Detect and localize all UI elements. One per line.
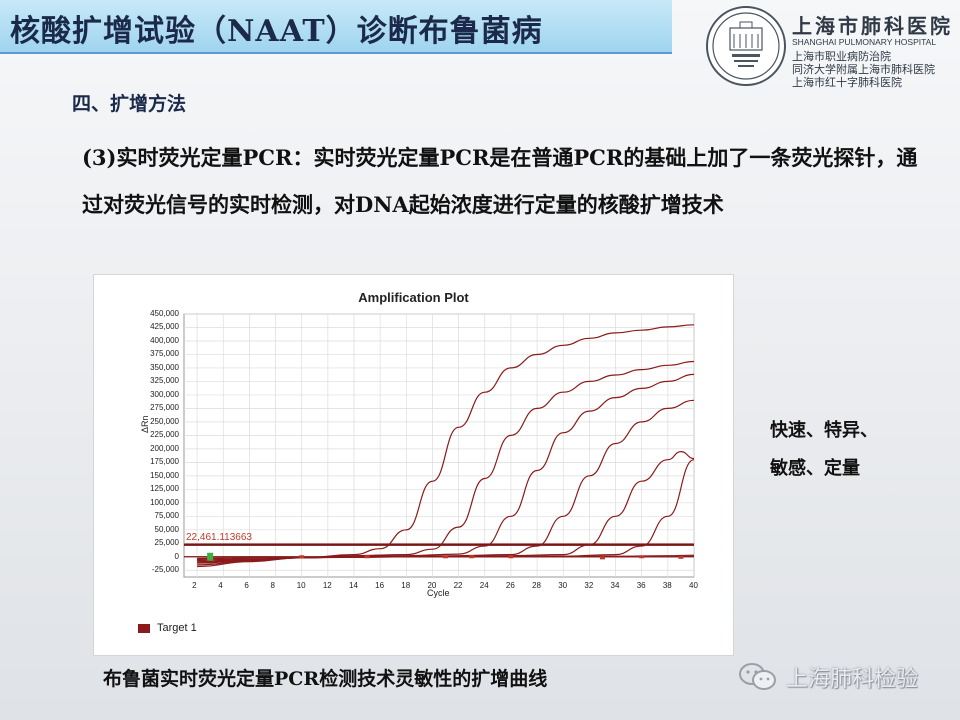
y-tick-label: 400,000 (150, 335, 179, 345)
side-note-line-2: 敏感、定量 (770, 458, 860, 479)
x-tick-label: 22 (453, 581, 463, 590)
x-tick-label: 4 (218, 581, 223, 590)
x-tick-label: 30 (558, 581, 568, 590)
title-bar: 核酸扩增试验（NAAT）诊断布鲁菌病 (0, 0, 672, 54)
x-tick-label: 20 (427, 581, 437, 590)
x-tick-label: 10 (296, 581, 306, 590)
y-tick-label: 25,000 (154, 538, 179, 548)
slide-title: 核酸扩增试验（NAAT）诊断布鲁菌病 (10, 14, 543, 49)
baseline-marker (599, 556, 605, 560)
y-tick-label: 150,000 (150, 470, 179, 480)
x-tick-label: 24 (479, 581, 489, 590)
section-heading: 四、扩增方法 (72, 93, 187, 115)
x-tick-label: 34 (610, 581, 620, 590)
y-tick-label: 175,000 (150, 457, 179, 467)
y-tick-label: 450,000 (150, 309, 179, 318)
x-tick-label: 32 (584, 581, 594, 590)
y-tick-label: 250,000 (150, 416, 179, 426)
x-tick-label: 36 (636, 581, 646, 590)
x-tick-label: 38 (662, 581, 672, 590)
hospital-seal-icon (706, 6, 786, 86)
x-tick-label: 26 (505, 581, 515, 590)
hospital-name-cn: 上海市肺科医院 (792, 14, 953, 38)
x-tick-label: 8 (270, 581, 275, 590)
hospital-alias-3: 上海市红十字肺科医院 (792, 76, 902, 89)
baseline-marker (639, 555, 645, 559)
x-tick-label: 28 (532, 581, 541, 590)
plot-area (183, 313, 695, 578)
amplification-curve-1 (197, 324, 695, 568)
amplification-curve-8 (197, 555, 695, 559)
baseline-marker (443, 555, 449, 559)
y-tick-label: 425,000 (150, 322, 179, 332)
y-tick-label: 200,000 (150, 443, 179, 453)
y-tick-label: -25,000 (151, 565, 179, 575)
chart-title: Amplification Plot (358, 290, 469, 305)
hospital-name-en: SHANGHAI PULMONARY HOSPITAL (792, 37, 937, 47)
x-tick-label: 12 (322, 581, 332, 590)
hospital-alias-2: 同济大学附属上海市肺科医院 (792, 63, 935, 76)
legend-swatch (138, 624, 150, 633)
y-tick-label: 125,000 (150, 484, 179, 494)
y-tick-label: 325,000 (150, 376, 179, 386)
x-tick-label: 16 (375, 581, 385, 590)
y-tick-label: 225,000 (150, 430, 179, 440)
x-tick-label: 18 (401, 581, 411, 590)
legend-label: Target 1 (157, 622, 197, 634)
y-tick-label: 300,000 (150, 389, 179, 399)
y-tick-label: 100,000 (150, 497, 179, 507)
y-tick-label: 0 (174, 551, 179, 561)
threshold-label: 22,461.113663 (186, 531, 252, 543)
x-tick-label: 40 (689, 581, 698, 590)
hospital-alias-1: 上海市职业病防治院 (792, 50, 891, 63)
wechat-icon (737, 661, 781, 691)
x-axis-title: Cycle (427, 588, 450, 598)
baseline-marker (678, 555, 684, 559)
baseline-marker (469, 555, 475, 559)
side-note: 快速、特异、 敏感、定量 (770, 412, 878, 488)
x-tick-label: 6 (244, 581, 249, 590)
hospital-logo: 上海市肺科医院 SHANGHAI PULMONARY HOSPITAL 上海市职… (706, 6, 956, 89)
body-paragraph: (3)实时荧光定量PCR：实时荧光定量PCR是在普通PCR的基础上加了一条荧光探… (82, 145, 918, 217)
x-tick-label: 2 (192, 581, 197, 590)
watermark-text: 上海肺科检验 (786, 667, 919, 692)
y-tick-label: 75,000 (154, 511, 179, 521)
green-marker (207, 552, 214, 561)
y-tick-label: 275,000 (150, 403, 179, 413)
y-tick-label: 375,000 (150, 349, 179, 359)
baseline-marker (508, 555, 514, 559)
y-axis-title: ΔRn (140, 415, 150, 433)
x-tick-label: 14 (349, 581, 358, 590)
side-note-line-1: 快速、特异、 (770, 420, 878, 441)
baseline-marker (364, 555, 370, 559)
figure-caption: 布鲁菌实时荧光定量PCR检测技术灵敏性的扩增曲线 (103, 668, 548, 690)
baseline-marker (299, 555, 305, 559)
y-tick-label: 350,000 (150, 362, 179, 372)
y-tick-label: 50,000 (154, 524, 179, 534)
